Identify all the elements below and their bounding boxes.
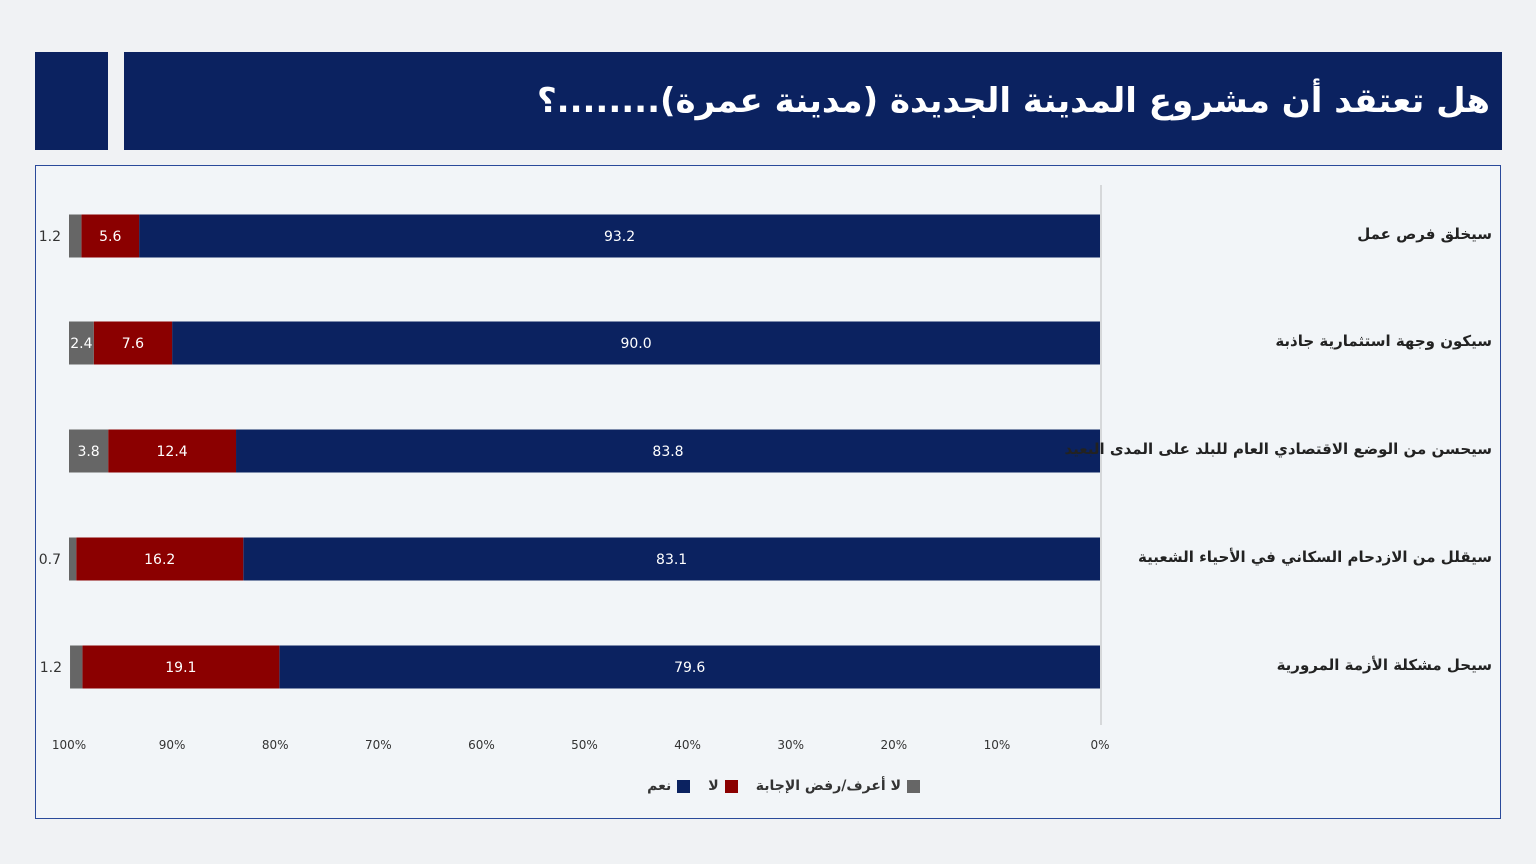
bar-segment xyxy=(243,537,1100,581)
x-tick-label: 50% xyxy=(571,738,598,752)
legend-label: لا xyxy=(708,778,719,794)
category-label: سيحسن من الوضع الاقتصادي العام للبلد على… xyxy=(1064,440,1492,458)
legend-label: نعم xyxy=(647,778,672,794)
legend-swatch xyxy=(907,779,920,793)
legend-swatch xyxy=(724,779,738,793)
bar-segment xyxy=(70,645,83,689)
legend: لا أعرف/رفض الإجابة لا نعم xyxy=(630,778,920,794)
data-label: 0.7 xyxy=(39,552,61,568)
bar-segment xyxy=(108,429,237,473)
data-label: 12.4 xyxy=(157,444,188,460)
bar-segment xyxy=(81,214,140,258)
data-label: 2.4 xyxy=(70,336,92,352)
category-label: سيحل مشكلة الأزمة المرورية xyxy=(1276,656,1492,674)
data-label: 83.1 xyxy=(656,552,687,568)
data-label: 5.6 xyxy=(99,229,121,245)
data-label: 93.2 xyxy=(604,229,635,245)
category-label: سيكون وجهة استثمارية جاذبة xyxy=(1275,332,1492,350)
category-label: سيقلل من الازدحام السكاني في الأحياء الش… xyxy=(1138,548,1492,566)
data-label: 16.2 xyxy=(144,552,175,568)
x-tick-label: 70% xyxy=(365,738,392,752)
legend-item-no: لا xyxy=(708,778,738,794)
data-label: 83.8 xyxy=(652,444,683,460)
x-tick-label: 20% xyxy=(880,738,907,752)
x-tick-label: 0% xyxy=(1090,738,1109,752)
x-tick-label: 60% xyxy=(468,738,495,752)
bar-segment xyxy=(236,429,1101,473)
x-tick-label: 40% xyxy=(674,738,701,752)
data-label: 7.6 xyxy=(122,336,144,352)
chart-panel xyxy=(35,165,1501,819)
legend-label: لا أعرف/رفض الإجابة xyxy=(755,778,901,794)
bar-segment xyxy=(69,214,82,258)
data-label: 79.6 xyxy=(674,660,705,676)
bar-segment xyxy=(69,537,77,581)
legend-swatch xyxy=(677,779,691,793)
x-tick-label: 90% xyxy=(159,738,186,752)
legend-item-dont-know: لا أعرف/رفض الإجابة xyxy=(756,778,920,794)
header-accent-block xyxy=(35,52,108,150)
data-label: 19.1 xyxy=(165,660,196,676)
data-label: 3.8 xyxy=(77,444,99,460)
category-label: سيخلق فرص عمل xyxy=(1357,225,1492,243)
data-label: 1.2 xyxy=(39,229,61,245)
bar-segment xyxy=(93,321,173,365)
legend-item-yes: نعم xyxy=(647,778,691,794)
data-label: 1.2 xyxy=(40,660,62,676)
bar-segment xyxy=(139,214,1100,258)
x-tick-label: 10% xyxy=(984,738,1011,752)
bar-segment xyxy=(172,321,1101,365)
x-tick-label: 30% xyxy=(777,738,804,752)
bar-segment xyxy=(76,537,244,581)
bar-segment xyxy=(69,321,94,365)
bar-segment xyxy=(82,645,280,689)
data-label: 90.0 xyxy=(620,336,651,352)
bar-segment xyxy=(69,429,109,473)
bar-segment xyxy=(279,645,1101,689)
page-title: هل تعتقد أن مشروع المدينة الجديدة (مدينة… xyxy=(124,52,1502,150)
x-tick-label: 100% xyxy=(52,738,86,752)
x-tick-label: 80% xyxy=(262,738,289,752)
